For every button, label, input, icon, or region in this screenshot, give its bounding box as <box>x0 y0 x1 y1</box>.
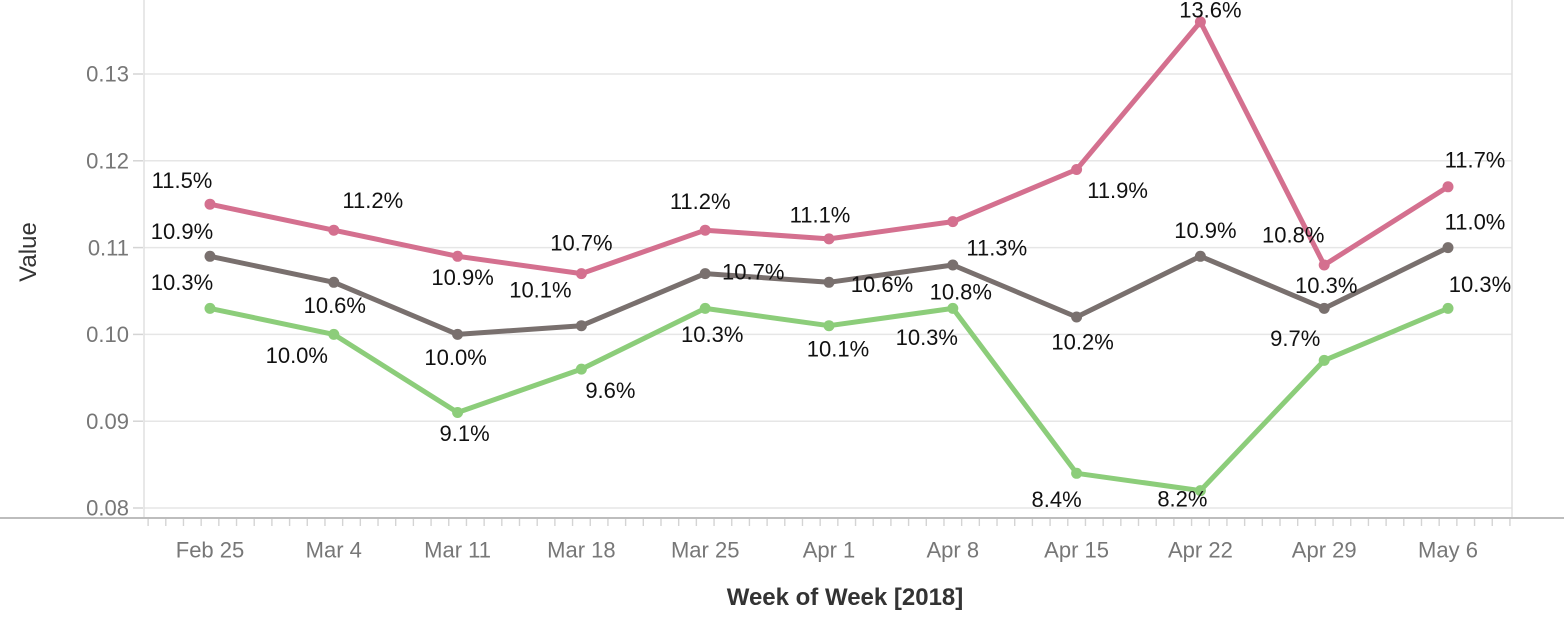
data-point-green-series[interactable] <box>1318 354 1330 366</box>
data-point-green-series[interactable] <box>1442 302 1454 314</box>
data-label-pink-series: 11.1% <box>790 203 851 228</box>
data-label-green-series: 10.3% <box>681 322 743 347</box>
data-label-pink-series: 11.7% <box>1445 148 1506 173</box>
data-label-gray-series: 10.3% <box>1295 273 1357 298</box>
x-tick-label: May 6 <box>1418 538 1478 563</box>
x-tick-label: Apr 1 <box>803 538 856 563</box>
data-label-gray-series: 10.6% <box>851 272 913 297</box>
data-point-gray-series[interactable] <box>947 259 959 271</box>
data-point-pink-series[interactable] <box>1318 259 1330 271</box>
data-point-pink-series[interactable] <box>947 216 959 228</box>
y-tick-label: 0.11 <box>88 235 129 260</box>
axes: 0.13 0.12 0.11 0.10 0.09 0.08 <box>0 0 1564 521</box>
data-labels: 11.5% 11.2% 10.9% 10.7% 11.2% 11.1% 11.3% 11.9%… <box>151 0 1511 512</box>
y-axis-title: Value <box>15 222 42 282</box>
data-label-pink-series: 11.3% <box>966 235 1027 260</box>
data-label-green-series: 8.2% <box>1157 486 1207 511</box>
x-tick-label: Mar 18 <box>547 538 615 563</box>
data-point-pink-series[interactable] <box>575 268 587 280</box>
data-point-pink-series[interactable] <box>328 224 340 236</box>
data-label-gray-series: 10.0% <box>424 345 486 370</box>
data-point-pink-series[interactable] <box>699 224 711 236</box>
data-label-gray-series: 10.2% <box>1051 330 1113 355</box>
data-label-gray-series: 10.9% <box>1174 218 1236 243</box>
data-label-gray-series: 11.0% <box>1445 209 1506 234</box>
x-axis-ticks: Feb 25 Mar 4 Mar 11 Mar 18 Mar 25 Apr 1 Apr 8 A… <box>147 519 1511 563</box>
data-label-pink-series: 11.9% <box>1087 178 1148 203</box>
data-label-green-series: 10.3% <box>896 325 958 350</box>
data-point-gray-series[interactable] <box>1318 302 1330 314</box>
data-point-green-series[interactable] <box>575 363 587 375</box>
data-label-gray-series: 10.1% <box>509 277 571 302</box>
data-point-gray-series[interactable] <box>575 320 587 332</box>
y-tick-label: 0.09 <box>86 409 129 434</box>
x-tick-label: Mar 11 <box>424 538 491 563</box>
data-point-green-series[interactable] <box>204 302 216 314</box>
data-point-gray-series[interactable] <box>699 268 711 280</box>
x-tick-label: Apr 22 <box>1168 538 1233 563</box>
data-point-pink-series[interactable] <box>823 233 835 245</box>
y-tick-label: 0.13 <box>86 62 129 87</box>
data-label-pink-series: 13.6% <box>1179 0 1241 23</box>
y-tick-label: 0.10 <box>86 322 129 347</box>
data-label-gray-series: 10.7% <box>722 259 784 284</box>
data-point-pink-series[interactable] <box>452 250 464 262</box>
data-label-green-series: 10.0% <box>266 343 328 368</box>
data-point-pink-series[interactable] <box>1071 164 1083 175</box>
data-label-gray-series: 10.8% <box>930 280 992 305</box>
data-point-green-series[interactable] <box>1071 467 1083 479</box>
data-point-gray-series[interactable] <box>204 250 216 262</box>
data-point-gray-series[interactable] <box>1442 242 1454 254</box>
series-lines <box>204 16 1454 497</box>
data-label-pink-series: 10.8% <box>1262 223 1324 248</box>
data-label-green-series: 10.3% <box>1449 272 1511 297</box>
data-label-green-series: 9.1% <box>440 421 490 446</box>
data-point-green-series[interactable] <box>328 328 340 340</box>
data-point-gray-series[interactable] <box>328 276 340 288</box>
data-point-green-series[interactable] <box>823 320 835 332</box>
data-label-green-series: 10.1% <box>807 336 869 361</box>
data-label-green-series: 8.4% <box>1032 487 1082 512</box>
data-point-pink-series[interactable] <box>1442 181 1454 193</box>
data-point-gray-series[interactable] <box>1071 311 1083 323</box>
data-label-pink-series: 11.2% <box>342 188 403 213</box>
x-tick-label: Apr 8 <box>927 538 980 563</box>
x-axis-title: Week of Week [2018] <box>727 584 964 611</box>
data-point-green-series[interactable] <box>452 407 464 418</box>
data-label-green-series: 9.7% <box>1270 326 1320 351</box>
data-point-gray-series[interactable] <box>823 276 835 288</box>
x-tick-label: Apr 29 <box>1292 538 1357 563</box>
data-label-gray-series: 10.6% <box>304 293 366 318</box>
data-point-pink-series[interactable] <box>204 198 216 210</box>
y-tick-label: 0.12 <box>86 149 129 174</box>
data-point-gray-series[interactable] <box>452 328 464 340</box>
x-tick-label: Feb 25 <box>176 538 245 563</box>
data-point-green-series[interactable] <box>1194 485 1206 497</box>
data-label-green-series: 10.3% <box>151 270 213 295</box>
y-tick-label: 0.08 <box>86 496 129 521</box>
data-label-pink-series: 11.2% <box>670 189 731 214</box>
x-tick-label: Mar 25 <box>671 538 739 563</box>
data-label-pink-series: 10.7% <box>550 230 612 255</box>
data-point-green-series[interactable] <box>699 302 711 314</box>
data-point-green-series[interactable] <box>947 302 959 314</box>
gridlines <box>144 73 1512 509</box>
x-tick-label: Mar 4 <box>306 538 362 563</box>
data-point-pink-series[interactable] <box>1194 16 1206 28</box>
data-label-gray-series: 10.9% <box>151 219 213 244</box>
data-label-green-series: 9.6% <box>585 378 635 403</box>
data-label-pink-series: 10.9% <box>431 265 493 290</box>
data-label-pink-series: 11.5% <box>152 168 213 193</box>
data-point-gray-series[interactable] <box>1194 250 1206 262</box>
x-tick-label: Apr 15 <box>1044 538 1109 563</box>
